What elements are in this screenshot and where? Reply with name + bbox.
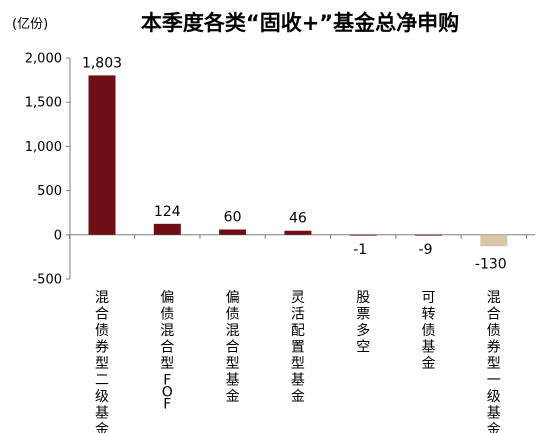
category-label: 偏债混合型基金 <box>226 290 240 405</box>
data-label: 1,803 <box>82 55 122 71</box>
data-labels: 1,803 124 60 46 -1 -9 -130 <box>82 55 507 272</box>
data-label: -130 <box>475 256 507 272</box>
category-labels: 混合债券型二级基金 偏债混合型 F O F 偏债混合型基金 灵活配置型基金 股票多空 可转债基金… <box>95 290 501 433</box>
category-label: 混合债券型一级基金 <box>487 290 501 433</box>
y-tick-label: 2,000 <box>25 52 62 67</box>
bar <box>219 229 247 235</box>
y-tick-label: 0 <box>54 228 62 243</box>
bars <box>88 75 508 247</box>
data-label: 60 <box>224 209 242 225</box>
bar <box>284 230 312 235</box>
y-tick-label: 1,000 <box>25 140 62 155</box>
y-tick-label: 1,500 <box>25 96 62 111</box>
chart-title: 本季度各类“固收+”基金总净申购 <box>141 11 459 35</box>
category-label: 灵活配置型基金 <box>291 290 305 405</box>
axes: -500 0 500 1,000 1,500 2,000 <box>25 52 535 288</box>
y-unit-label: (亿份) <box>12 17 48 32</box>
bar <box>480 234 508 247</box>
data-label: 46 <box>289 211 307 227</box>
bar <box>415 234 442 236</box>
data-label: -1 <box>353 242 367 258</box>
bar <box>153 223 181 235</box>
data-label: 124 <box>154 204 181 220</box>
category-label: 可转债基金 <box>422 290 436 372</box>
category-label: 偏债混合型 F O F <box>160 290 174 413</box>
bar <box>88 75 116 235</box>
bar <box>349 234 377 236</box>
y-tick-label: -500 <box>32 273 62 288</box>
data-label: -9 <box>419 242 433 258</box>
category-label: 混合债券型二级基金 <box>95 290 109 433</box>
y-tick-label: 500 <box>37 184 62 199</box>
category-label: 股票多空 <box>356 290 370 356</box>
